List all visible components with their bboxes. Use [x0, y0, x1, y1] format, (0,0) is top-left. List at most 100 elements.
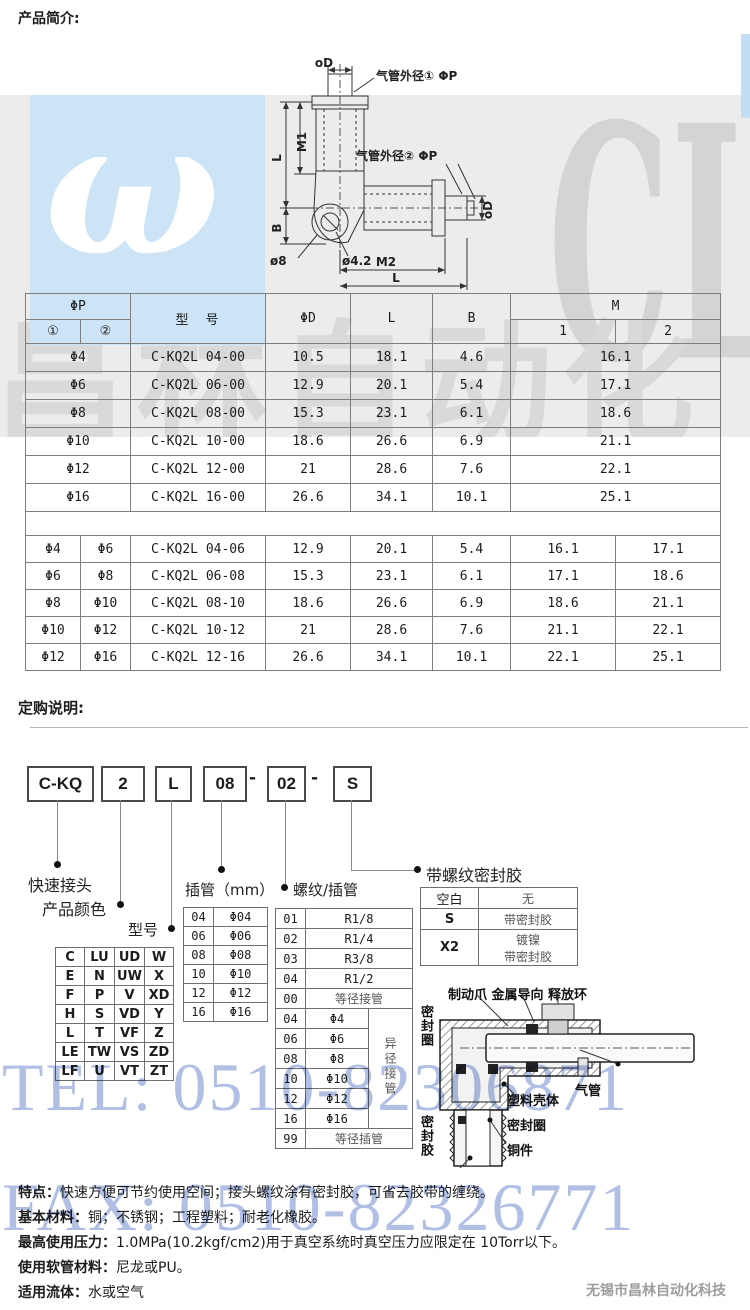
cell: 18.6 — [509, 399, 722, 428]
spec-table: ΦP 型 号 ΦD L B M ① ② 1 2 Φ4 C-KQ2L 04-00 … — [24, 293, 722, 671]
label-tube-mm: 插管（mm） — [185, 881, 275, 899]
cell: 21.1 — [510, 616, 616, 644]
cell: 12.9 — [265, 535, 351, 563]
connector-line — [351, 870, 415, 871]
cell: 12 — [183, 983, 214, 1003]
cell: 06 — [183, 926, 214, 946]
cell: Φ06 — [213, 926, 268, 946]
cell: Y — [144, 1004, 174, 1024]
cell: 18.6 — [510, 589, 616, 617]
cell: 7.6 — [432, 455, 511, 484]
cell: P — [84, 985, 115, 1005]
cell: C-KQ2L 06-08 — [130, 562, 266, 590]
dim-l-left: L — [270, 154, 284, 162]
cell: 12 — [275, 1088, 306, 1109]
cell: V — [114, 985, 145, 1005]
cell: X2 — [420, 929, 479, 966]
cell: UD — [114, 947, 145, 967]
table-row: Φ6 C-KQ2L 06-00 12.9 20.1 5.4 17.1 — [25, 371, 722, 400]
intro-title: 产品简介: — [18, 11, 80, 27]
cell: Φ8 — [80, 562, 131, 590]
cell: Φ12 — [305, 1088, 369, 1109]
dim-od-right: oD — [481, 201, 495, 219]
label-thread-tube: 螺纹/插管 — [293, 881, 359, 899]
table-row: Φ8 C-KQ2L 08-00 15.3 23.1 6.1 18.6 — [25, 399, 722, 428]
cutaway-plastic-body-label: 塑料壳体 — [507, 1094, 560, 1109]
cell: C — [55, 947, 85, 967]
cell: Φ16 — [25, 483, 131, 512]
col-header: 1 — [510, 319, 616, 344]
cell: 10.1 — [432, 643, 511, 671]
cell: 99 — [275, 1128, 306, 1149]
dim-tube2: 气管外径② ΦP — [355, 148, 438, 163]
cell: C-KQ2L 12-00 — [130, 455, 266, 484]
table-row: Φ6 Φ8 C-KQ2L 06-08 15.3 23.1 6.1 17.1 18… — [25, 562, 722, 590]
cell: VS — [114, 1042, 145, 1062]
cell: L — [55, 1023, 85, 1043]
table-row: Φ8 Φ10 C-KQ2L 08-10 18.6 26.6 6.9 18.6 2… — [25, 589, 722, 617]
brand-swoosh-icon: ω — [44, 95, 221, 297]
cell: 08 — [275, 1048, 306, 1069]
cell: Φ4 — [305, 1008, 369, 1029]
cell: R1/4 — [305, 928, 413, 949]
cell: Φ8 — [305, 1048, 369, 1069]
connector-bullet — [218, 866, 225, 873]
connector-line — [57, 800, 58, 864]
cell: Φ10 — [305, 1068, 369, 1089]
cell: 6.9 — [432, 427, 511, 456]
col-header: ② — [80, 319, 131, 344]
cell: 5.4 — [432, 371, 511, 400]
cell: ZD — [144, 1042, 174, 1062]
cell: 镀镍 带密封胶 — [478, 929, 578, 966]
cell: 无 — [478, 887, 578, 909]
connector-line — [171, 800, 172, 928]
cell: T — [84, 1023, 115, 1043]
cell: 18.6 — [614, 562, 722, 590]
order-title: 定购说明: — [18, 699, 84, 717]
thread-tube-table: 01 R1/8 02 R1/4 03 R3/8 04 R1/2 00 等径接管 04 Φ4 … — [275, 908, 413, 1149]
cell: VT — [114, 1061, 145, 1081]
cell: Φ12 — [25, 455, 131, 484]
col-header: ΦD — [265, 293, 351, 344]
cell: Φ12 — [25, 643, 81, 671]
cell: 10 — [275, 1068, 306, 1089]
cell: H — [55, 1004, 85, 1024]
feature-line: 特点：快速方便可节约使用空间；接头螺纹涂有密封胶，可省去胶带的缠绕。 — [18, 1185, 494, 1201]
dim-dia42: ø4.2 — [342, 254, 372, 268]
cutaway-tube-label: 气管 — [575, 1084, 602, 1099]
cell: Φ4 — [25, 535, 81, 563]
cell: 22.1 — [509, 455, 722, 484]
cell: Φ16 — [305, 1108, 369, 1129]
cell: 带密封胶 — [478, 908, 578, 930]
sealant-table: 空白无 S 带密封胶 X2 镀镍 带密封胶 — [420, 887, 578, 966]
cell: 16 — [275, 1108, 306, 1129]
cell: 22.1 — [614, 616, 722, 644]
cell: S — [420, 908, 479, 930]
col-header: B — [432, 293, 511, 344]
cell: C-KQ2L 10-12 — [130, 616, 266, 644]
cell: S — [84, 1004, 115, 1024]
cell: 00 — [275, 988, 306, 1009]
col-header: 2 — [614, 319, 722, 344]
cell: 26.6 — [350, 589, 433, 617]
cell: C-KQ2L 16-00 — [130, 483, 266, 512]
label-product-color: 产品颜色 — [42, 900, 107, 919]
cell: 28.6 — [350, 455, 433, 484]
cell: 18.6 — [265, 427, 351, 456]
cell: Φ8 — [25, 589, 81, 617]
footer-company: 无锡市昌林自动化科技 — [586, 1283, 726, 1299]
col-header: M — [509, 293, 722, 320]
cutaway-diagram — [439, 993, 698, 1169]
cell: 21 — [265, 455, 351, 484]
cell: 15.3 — [265, 399, 351, 428]
cell: 04 — [275, 1008, 306, 1029]
cell: C-KQ2L 04-06 — [130, 535, 266, 563]
cell: 10.5 — [265, 343, 351, 372]
cell: VF — [114, 1023, 145, 1043]
cell: Φ6 — [80, 535, 131, 563]
cell: VD — [114, 1004, 145, 1024]
dimension-diagram: oD 气管外径① ΦP 气管外径② ΦP L M1 B oD ø8 ø4.2 — [270, 56, 495, 290]
dim-dia8: ø8 — [270, 254, 287, 268]
cell: 23.1 — [350, 399, 433, 428]
